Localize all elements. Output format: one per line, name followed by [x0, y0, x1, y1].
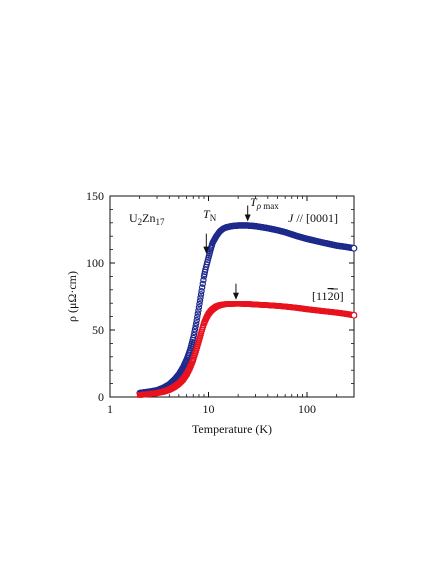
tn-arrow-head: [203, 246, 210, 254]
tn-label: TN: [203, 207, 217, 223]
data-point: [195, 304, 203, 311]
x-tick-label: 100: [298, 402, 316, 416]
sample-label-main: U: [129, 211, 138, 225]
blue-series-label: J // [0001]: [288, 211, 338, 225]
data-point-end: [350, 311, 358, 319]
y-tick-label: 150: [86, 189, 104, 203]
data-point: [195, 307, 202, 314]
data-points: [136, 222, 358, 398]
y-tick-label: 0: [98, 390, 104, 404]
y-tick-label: 50: [92, 323, 104, 337]
data-point-end: [350, 244, 358, 252]
x-tick-label: 1: [107, 402, 113, 416]
series-blue: [136, 222, 358, 397]
x-tick-label: 10: [203, 402, 215, 416]
data-point: [192, 323, 199, 330]
data-point: [194, 313, 201, 321]
data-point: [190, 331, 198, 339]
data-point: [190, 334, 197, 342]
red-max-arrow-head: [232, 292, 239, 300]
data-point: [198, 287, 205, 295]
annotations: U2Zn17 TN Tρ max J // [0001] [1120]: [129, 195, 344, 303]
data-point: [198, 284, 206, 291]
axes: 0 50 100 150 1 10 100 Temperature (K) ρ (μΩ·cm): [65, 189, 355, 436]
red-series-label: [1120]: [312, 289, 344, 303]
data-point: [194, 310, 202, 317]
overbar-digit: 2: [328, 289, 334, 303]
data-point: [193, 316, 200, 324]
trhomax-arrow-head: [244, 214, 251, 222]
y-axis-title: ρ (μΩ·cm): [65, 271, 79, 322]
sample-label-sub2: 17: [156, 217, 166, 227]
trhomax-label: Tρ max: [250, 195, 279, 211]
data-point: [191, 325, 199, 333]
data-point: [197, 291, 205, 298]
data-point: [191, 328, 198, 336]
sample-label-sub1: 2: [138, 217, 143, 227]
series-red: [136, 300, 358, 398]
data-point: [200, 276, 207, 284]
data-point: [192, 320, 200, 327]
y-tick-label: 100: [86, 256, 104, 270]
x-axis-title: Temperature (K): [192, 422, 272, 436]
data-point: [196, 300, 203, 308]
data-point: [197, 294, 204, 301]
data-point: [196, 297, 204, 304]
sample-label-mid: Zn: [142, 211, 155, 225]
plot-frame: [109, 195, 355, 398]
data-point: [199, 280, 206, 287]
sample-label: U2Zn17: [129, 211, 165, 227]
